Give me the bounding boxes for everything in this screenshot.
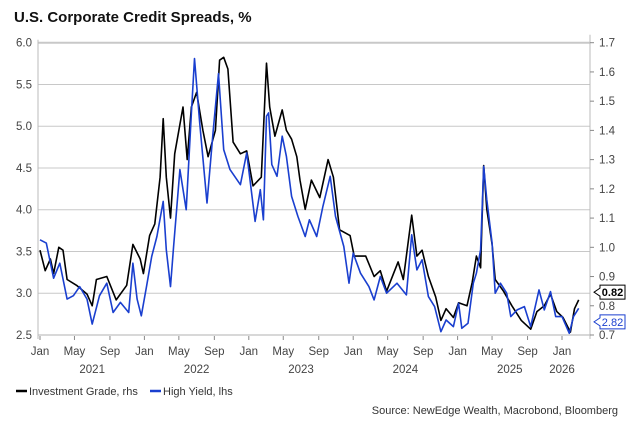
right-axis-tick-label: 1.2: [599, 184, 615, 196]
right-axis-tick-label: 1.7: [599, 38, 615, 50]
left-axis-tick-label: 5.0: [16, 121, 32, 133]
x-axis-month-label: Jan: [448, 346, 467, 358]
x-axis-month-label: Sep: [413, 346, 433, 358]
gridlines: [38, 41, 590, 336]
x-axis-month-label: Jan: [553, 346, 572, 358]
chart-title: U.S. Corporate Credit Spreads, %: [14, 9, 252, 26]
last-value-labels: 0.82 2.82: [593, 284, 626, 330]
right-axis-tick-label: 0.9: [599, 272, 615, 284]
x-axis-month-label: Jan: [344, 346, 363, 358]
x-axis-year-label: 2024: [393, 364, 419, 376]
legend-label-high-yield: High Yield, lhs: [163, 386, 233, 398]
right-axis-tick-label: 1.4: [599, 125, 616, 137]
left-axis-tick-label: 6.0: [16, 38, 32, 50]
series-lines: [39, 56, 580, 335]
x-axis-month-label: Jan: [240, 346, 259, 358]
right-axis-tick-label: 0.7: [599, 330, 615, 342]
x-axis-year-label: 2025: [497, 364, 523, 376]
left-axis-tick-label: 3.5: [16, 246, 32, 258]
x-axis-month-label: Sep: [309, 346, 329, 358]
x-axis-month-label: Sep: [517, 346, 537, 358]
legend-label-investment-grade: Investment Grade, rhs: [29, 386, 138, 398]
right-axis-tick-label: 1.3: [599, 155, 615, 167]
x-axis-month-label: Sep: [100, 346, 120, 358]
source-note: Source: NewEdge Wealth, Macrobond, Bloom…: [372, 405, 618, 417]
legend: Investment Grade, rhs High Yield, lhs: [16, 386, 233, 398]
x-axis-year-label: 2026: [549, 364, 575, 376]
high-yield-last-value-box: [593, 314, 626, 330]
x-axis-month-label: May: [377, 346, 399, 358]
x-axis-month-label: Jan: [31, 346, 50, 358]
x-axis-month-label: May: [481, 346, 503, 358]
high-yield-last-value: 2.82: [602, 317, 623, 329]
axes: 2.5 3.0 3.5 4.0 4.5 5.0 5.5 6.0 0.7 0.8 0.9 1.0 1.1 1…: [16, 34, 616, 376]
right-axis-tick-label: 0.8: [599, 301, 615, 313]
x-axis-month-label: Jan: [135, 346, 154, 358]
x-axis-month-label: May: [168, 346, 190, 358]
left-axis-tick-label: 4.5: [16, 163, 32, 175]
investment-grade-last-value: 0.82: [602, 287, 623, 299]
left-axis-tick-label: 3.0: [16, 288, 32, 300]
x-axis-month-label: May: [272, 346, 294, 358]
left-axis-tick-label: 2.5: [16, 330, 32, 342]
x-axis-month-label: May: [64, 346, 86, 358]
left-axis-tick-label: 4.0: [16, 205, 32, 217]
right-axis-tick-label: 1.6: [599, 67, 615, 79]
x-axis-year-label: 2022: [184, 364, 210, 376]
right-axis-tick-label: 1.0: [599, 242, 615, 254]
high-yield-line: [39, 57, 580, 335]
right-axis-tick-label: 1.1: [599, 213, 615, 225]
investment-grade-last-value-box: [593, 284, 626, 300]
x-axis-month-label: Sep: [204, 346, 224, 358]
x-axis-year-label: 2021: [79, 364, 105, 376]
left-axis-tick-label: 5.5: [16, 79, 32, 91]
x-axis-year-label: 2023: [288, 364, 314, 376]
investment-grade-line: [39, 56, 580, 333]
right-axis-tick-label: 1.5: [599, 96, 615, 108]
